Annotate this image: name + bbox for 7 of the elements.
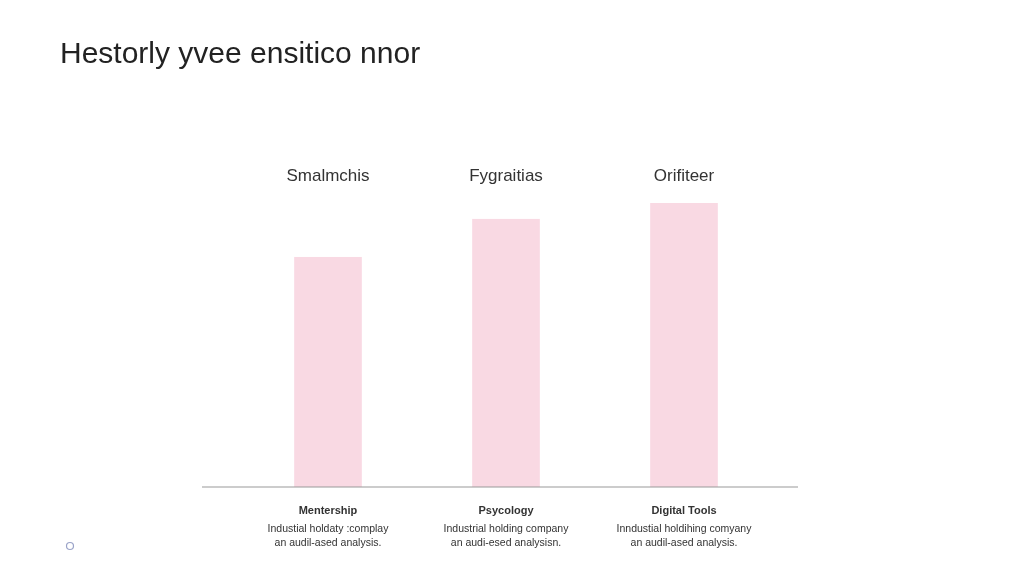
x-tick-label: Psycology Industrial holding company an audi-esed analysisn. — [443, 504, 570, 548]
text: Orifiteer — [653, 166, 715, 185]
x-tick-label: Mentership Industial holdaty :complay an audil-ased analysis. — [267, 504, 390, 548]
text: Fygraitias — [469, 166, 543, 185]
chart-title: Hestorly yvee ensitico nnor — [60, 36, 421, 69]
text: Smalmchis — [286, 166, 370, 185]
x-tick-label: Digital Tools Inndustial holdihing comyany an audil-ased analysis. — [616, 504, 753, 548]
